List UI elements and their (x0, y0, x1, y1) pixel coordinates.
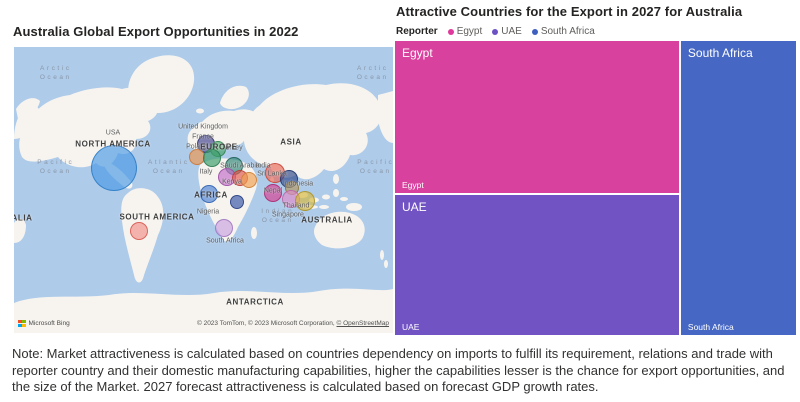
treemap-tile-south-africa[interactable]: South Africa South Africa (680, 41, 796, 335)
country-label-south-africa: South Africa (206, 237, 244, 245)
legend-label: South Africa (540, 26, 595, 37)
treemap-tile-bottom-label-south-africa: South Africa (687, 322, 734, 332)
country-label-poland: Poland (186, 143, 208, 151)
continent-label-south-america: SOUTH AMERICA (119, 212, 195, 222)
legend-label: UAE (501, 26, 522, 37)
legend-dot-south-africa (531, 28, 538, 35)
continent-label-africa: AFRICA (194, 190, 228, 200)
map-bubble-indonesia[interactable] (295, 191, 315, 211)
continent-label-europe: EUROPE (200, 142, 238, 152)
legend-dot-egypt (447, 28, 454, 35)
country-label-kenya: Kenya (222, 178, 242, 186)
continent-label-asia: ASIA (280, 137, 302, 147)
legend-item-uae[interactable]: UAE (492, 26, 522, 37)
openstreetmap-link[interactable]: © OpenStreetMap (336, 320, 389, 327)
continent-label-north-america: NORTH AMERICA (75, 139, 151, 149)
map-bubble-nepal[interactable] (264, 184, 282, 202)
treemap-tile-bottom-label-egypt: Egypt (402, 179, 424, 190)
map-bubble-chile[interactable] (130, 222, 148, 240)
country-label-usa: USA (105, 129, 121, 137)
country-label-united-kingdom: United Kingdom (178, 123, 228, 131)
country-label-singapore: Singapore (272, 211, 304, 219)
treemap-tile-egypt[interactable]: Egypt Egypt (395, 41, 679, 193)
attribution-text: © 2023 TomTom, © 2023 Microsoft Corporat… (196, 320, 337, 327)
country-label-nigeria: Nigeria (196, 208, 220, 216)
legend-dot-uae (492, 28, 499, 35)
continent-label-australia: AUSTRALIA (301, 215, 353, 225)
country-label-saudi-arabia: Saudi Arabia (220, 162, 260, 170)
note-text: Note: Market attractiveness is calculate… (12, 346, 785, 395)
treemap-tile-uae[interactable]: UAE UAE (395, 195, 679, 335)
treemap-tile-label-uae: UAE (402, 200, 427, 215)
map-visual-title: Australia Global Export Opportunities in… (13, 24, 299, 39)
legend-item-south-africa[interactable]: South Africa (531, 26, 595, 37)
map-bubble-west-africa[interactable] (200, 185, 218, 203)
country-label-indonesia: Indonesia (282, 180, 314, 188)
legend-label: Egypt (456, 26, 483, 37)
legend-item-egypt[interactable]: Egypt (447, 26, 483, 37)
map-bubble-usa[interactable] (91, 145, 137, 191)
microsoft-logo-square-0 (18, 319, 22, 323)
continent-label-antarctica: ANTARCTICA (226, 297, 284, 307)
country-label-italy: Italy (199, 168, 213, 176)
country-label-india: India (255, 162, 271, 170)
treemap-tile-label-south-africa: South Africa (687, 46, 753, 60)
treemap: Egypt Egypt UAE UAE South Africa South Africa (395, 41, 796, 335)
country-label-nepal: Nepal (263, 187, 283, 195)
treemap-tile-label-egypt: Egypt (402, 46, 433, 60)
continent-label-australia-wrap: ALIA (14, 213, 33, 223)
treemap-legend: Reporter Egypt UAE South Africa (396, 26, 595, 37)
map-bubble-south-europe[interactable] (203, 149, 221, 167)
map-bubble-south-africa[interactable] (215, 219, 233, 237)
country-label-turkey: Turkey (221, 144, 243, 152)
map-attribution: © 2023 TomTom, © 2023 Microsoft Corporat… (197, 320, 389, 327)
legend-title: Reporter (396, 26, 438, 37)
treemap-visual-title: Attractive Countries for the Export in 2… (396, 4, 743, 19)
microsoft-logo-icon (18, 319, 26, 327)
microsoft-logo-square-2 (18, 323, 22, 327)
country-label-sri-lanka: Sri Lanka (257, 170, 287, 178)
map-bubble-kenya[interactable] (230, 195, 244, 209)
bing-logo-label: Microsoft Bing (28, 319, 70, 327)
country-label-france: France (192, 133, 214, 141)
microsoft-logo-square-3 (22, 323, 26, 327)
microsoft-logo-square-1 (22, 319, 26, 323)
treemap-tile-bottom-label-uae: UAE (402, 321, 420, 332)
country-label-thailand: Thailand (282, 202, 310, 210)
bing-logo: Microsoft Bing (18, 319, 70, 327)
map-bubble-arabian-sea[interactable] (241, 172, 257, 188)
